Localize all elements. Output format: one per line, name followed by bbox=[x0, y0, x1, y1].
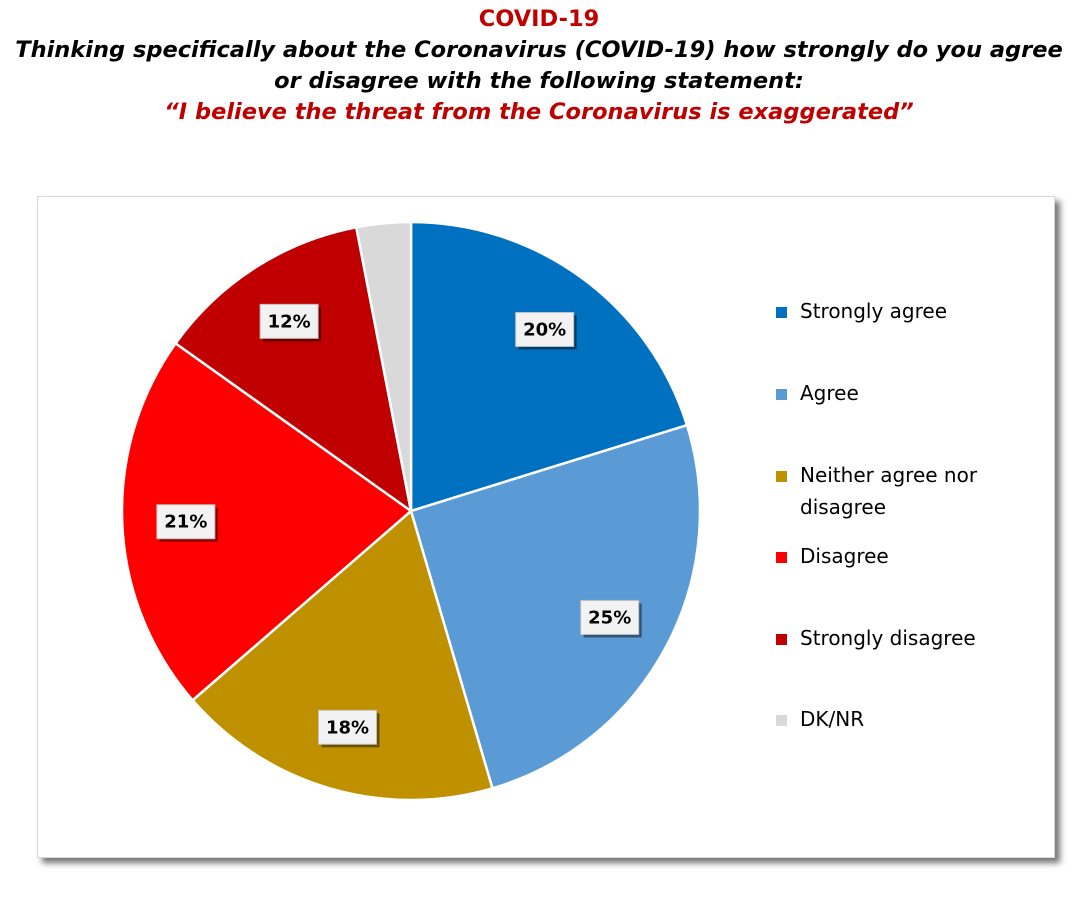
data-label-agree: 25% bbox=[580, 599, 642, 638]
svg-text:21%: 21% bbox=[164, 512, 207, 533]
legend-swatch bbox=[776, 389, 787, 400]
legend-label: DK/NR bbox=[800, 707, 865, 731]
pie-slice-agree bbox=[409, 423, 702, 790]
legend-label: Agree bbox=[800, 381, 859, 405]
legend-swatch bbox=[776, 471, 787, 482]
svg-text:18%: 18% bbox=[326, 717, 369, 738]
legend-label: Neither agree nor disagree bbox=[800, 463, 978, 519]
legend-swatch bbox=[776, 634, 787, 645]
chart-title: COVID-19 bbox=[478, 6, 600, 32]
question-line-2: or disagree with the following statement… bbox=[274, 68, 804, 94]
pie-slice-neither-agree-nor-disagree bbox=[191, 509, 494, 802]
pie-slice-strongly-agree bbox=[409, 220, 689, 513]
legend-swatch bbox=[776, 552, 787, 563]
svg-text:25%: 25% bbox=[588, 607, 631, 628]
legend-label: Disagree bbox=[800, 544, 889, 568]
svg-text:12%: 12% bbox=[268, 311, 311, 332]
legend-label: Strongly disagree bbox=[800, 626, 976, 650]
legend-label: Strongly agree bbox=[800, 299, 948, 323]
legend-swatch bbox=[776, 307, 787, 318]
data-label-strongly-disagree: 12% bbox=[259, 303, 322, 342]
pie-chart: 20% 25% 18% 21% 12% bbox=[120, 220, 702, 802]
pie-slice-strongly-disagree bbox=[174, 225, 413, 513]
data-label-neither-agree-nor-disagree: 18% bbox=[317, 709, 380, 748]
svg-text:20%: 20% bbox=[523, 319, 566, 340]
pie-slice-dk-nr bbox=[355, 220, 413, 513]
data-label-strongly-agree: 20% bbox=[515, 311, 577, 350]
chart-area: 20% 25% 18% 21% 12% Strongly agree Agree Neith… bbox=[37, 196, 1055, 858]
data-label-disagree: 21% bbox=[156, 504, 218, 542]
pie-slice-disagree bbox=[120, 342, 413, 702]
statement-line: “I believe the threat from the Coronavir… bbox=[164, 99, 914, 125]
question-line-1: Thinking specifically about the Coronavi… bbox=[15, 37, 1063, 63]
chart-header: COVID-19 Thinking specifically about the… bbox=[0, 4, 1078, 128]
legend-swatch bbox=[776, 715, 787, 726]
